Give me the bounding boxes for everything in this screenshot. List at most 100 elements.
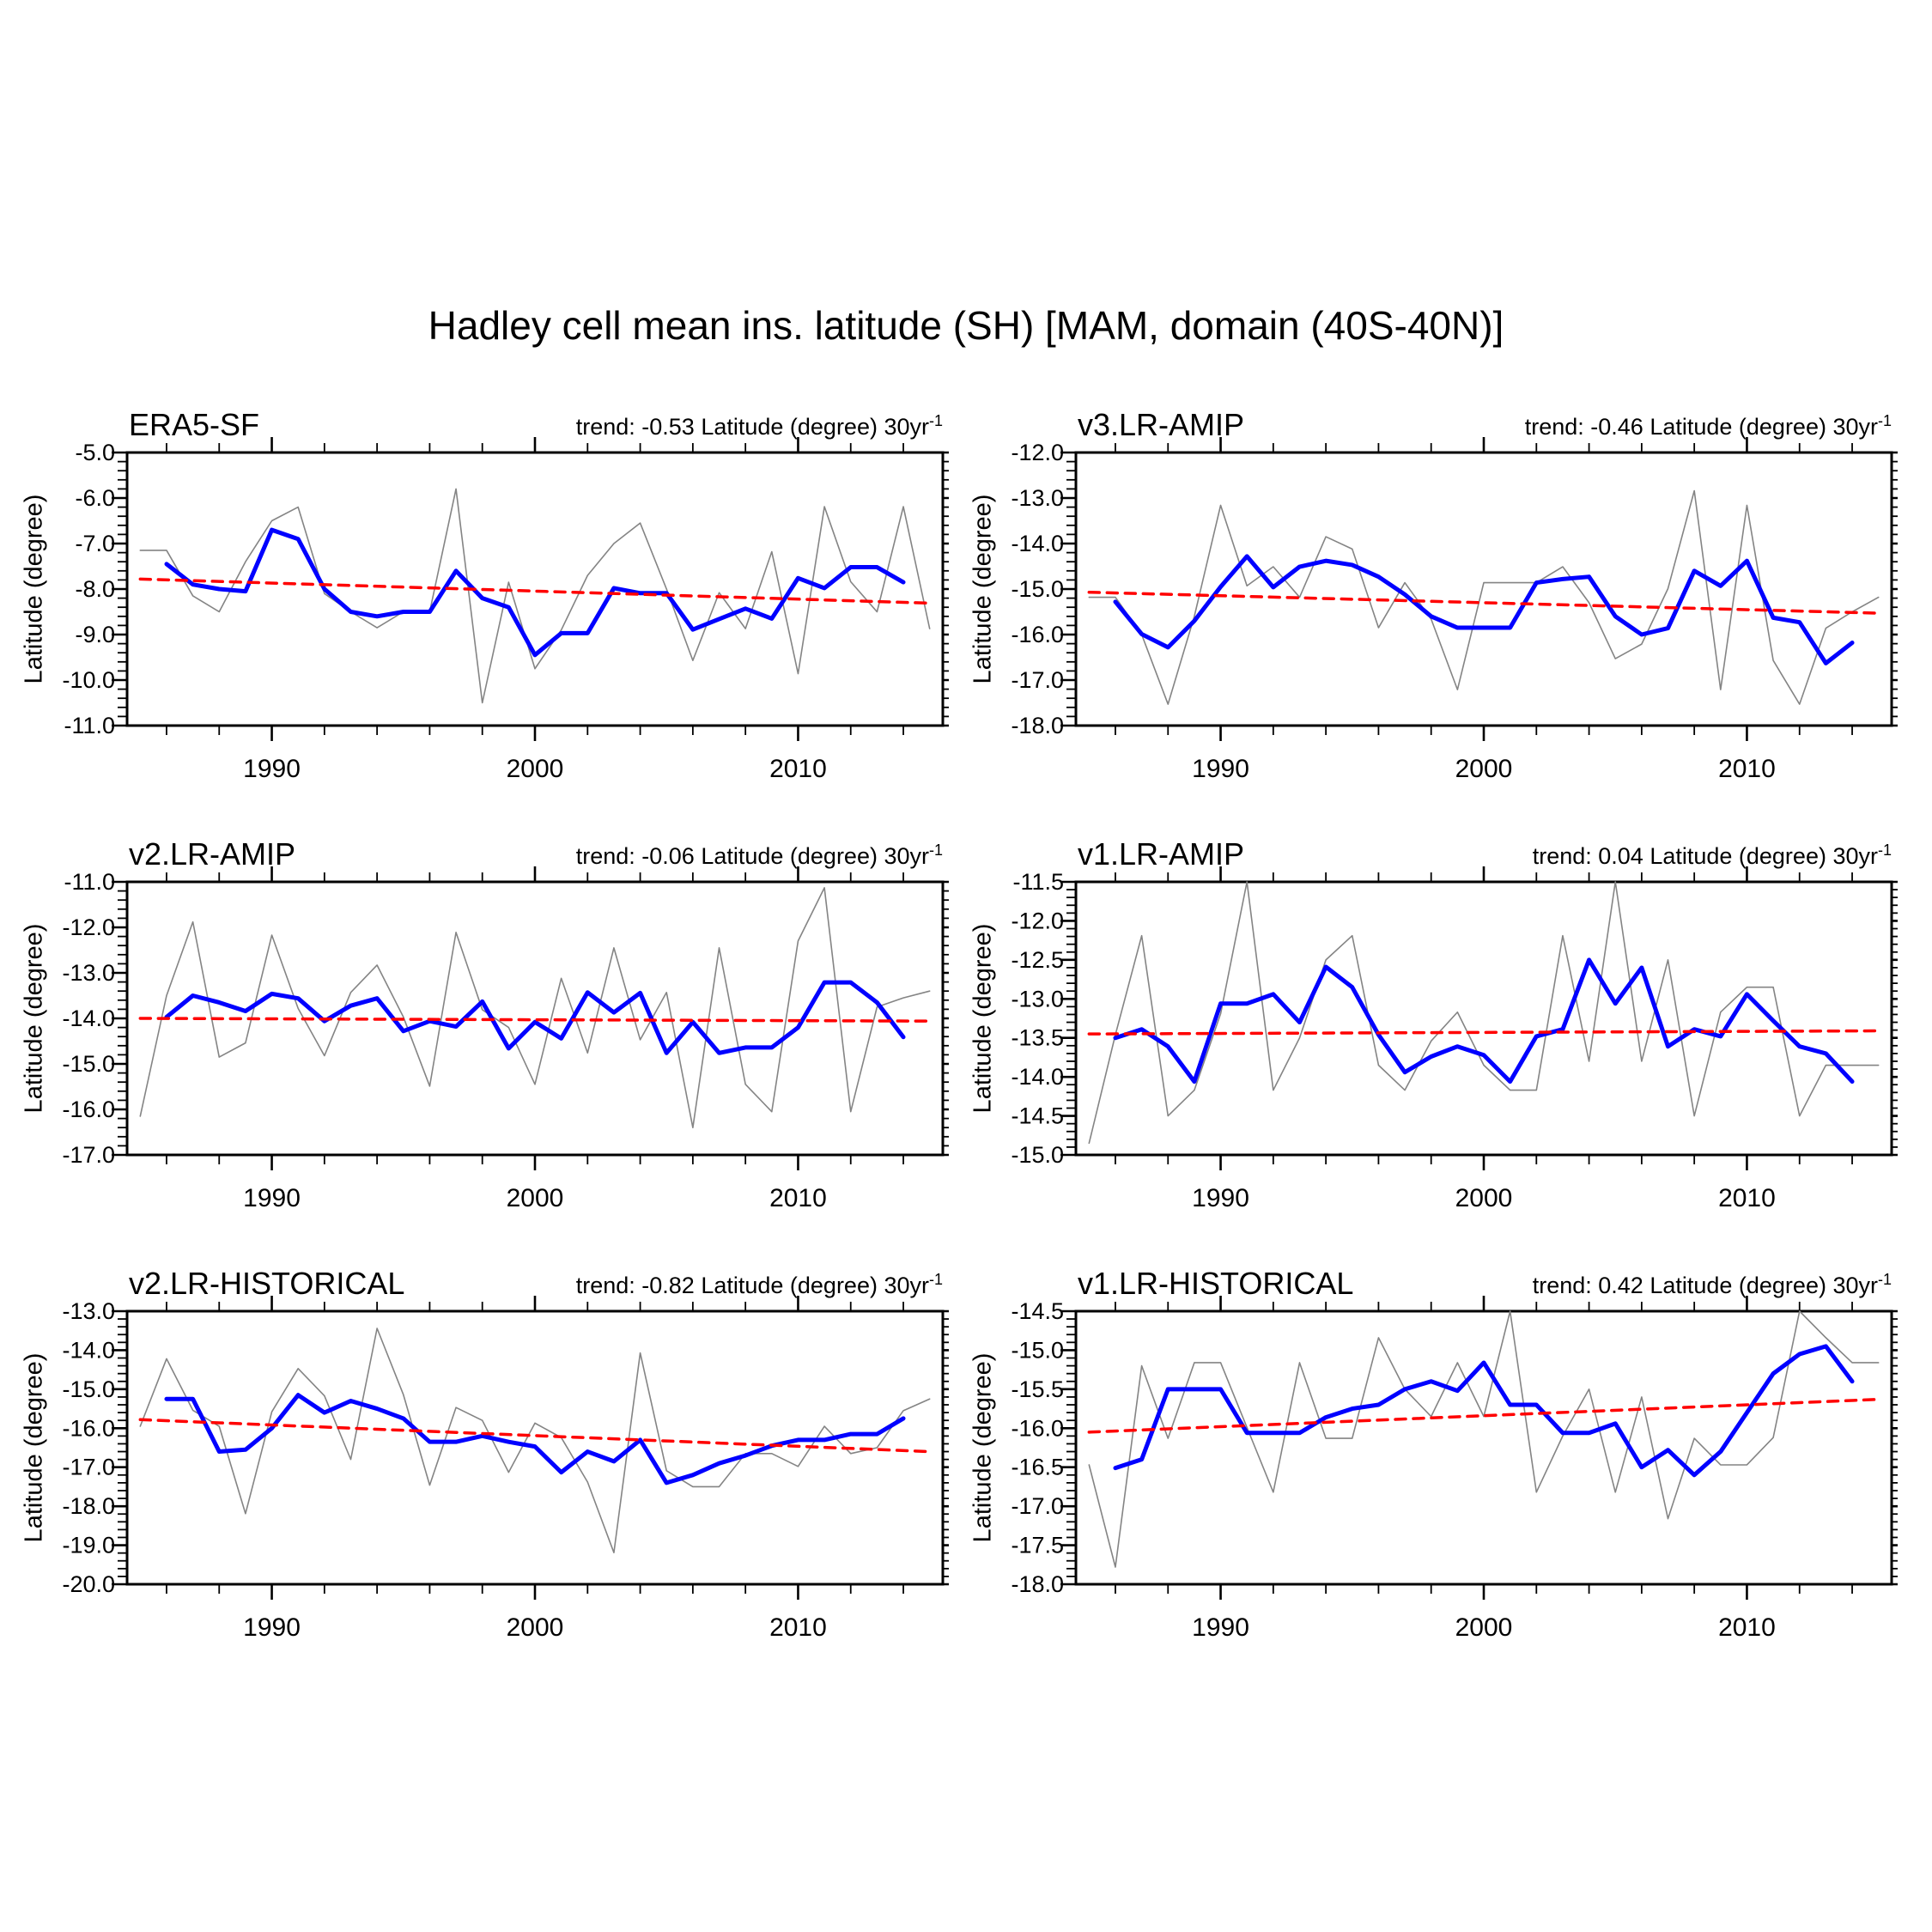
y-tick-label: -13.0 (62, 960, 115, 986)
y-tick-label: -13.0 (1011, 986, 1064, 1012)
chart-v1-lr-historical: 1990 2000 2010 -14.5 -15.0 -15.5 -16.0 -16.5 -17… (1011, 1296, 1898, 1642)
x-tick-label: 1990 (1192, 1184, 1249, 1212)
panel-era5-sf: ERA5-SF trend: -0.53 Latitude (degree) 3… (0, 369, 949, 816)
chart-era5-sf: 1990 2000 2010 -5.0 -6.0 -7.0 -8.0 -9.0 -10.0 -11… (62, 437, 949, 783)
y-tick-label: -12.0 (1011, 908, 1064, 933)
panel-v1-lr-historical: v1.LR-HISTORICAL trend: 0.42 Latitude (d… (949, 1228, 1898, 1674)
smoothed-line (1113, 957, 1855, 1084)
y-tick-label: -13.5 (1011, 1025, 1064, 1051)
y-tick-label: -12.5 (1011, 947, 1064, 973)
y-tick-label: -19.0 (62, 1533, 115, 1558)
y-tick-label: -16.0 (62, 1097, 115, 1122)
x-tick-label: 2000 (1455, 1184, 1513, 1212)
plot-border (125, 451, 945, 727)
trend-superscript: -1 (928, 841, 943, 859)
y-tick-label: -16.5 (1011, 1455, 1064, 1480)
x-tick-label: 2010 (769, 755, 827, 783)
y-tick-label: -7.0 (75, 531, 115, 556)
trend-text: trend: 0.04 Latitude (degree) 30yr (1532, 843, 1878, 869)
panel-title: ERA5-SF (129, 407, 260, 442)
y-tick-label: -14.0 (62, 1337, 115, 1363)
chart-v2-lr-amip: 1990 2000 2010 -11.0 -12.0 -13.0 -14.0 -15.0 -16… (62, 866, 949, 1212)
x-tick-label: 2010 (769, 1184, 827, 1212)
x-tick-label: 2010 (1718, 755, 1776, 783)
y-tick-label: -9.0 (75, 622, 115, 647)
smoothed-line (1113, 1344, 1855, 1478)
x-tick-label: 1990 (243, 755, 301, 783)
panel-title: v2.LR-AMIP (129, 836, 296, 872)
trend-text: trend: -0.53 Latitude (degree) 30yr (575, 414, 929, 440)
plot-border (1074, 1309, 1893, 1586)
chart-v2-lr-historical: 1990 2000 2010 -13.0 -14.0 -15.0 -16.0 -17.0 -18… (62, 1296, 949, 1642)
trend-text: trend: -0.46 Latitude (degree) 30yr (1524, 414, 1878, 440)
trend-annotation: trend: -0.06 Latitude (degree) 30yr-1 (576, 841, 943, 870)
y-tick-label: -14.0 (62, 1005, 115, 1031)
x-tick-label: 2000 (507, 755, 564, 783)
y-tick-label: -11.0 (64, 869, 115, 895)
y-tick-label: -14.5 (1011, 1298, 1064, 1324)
panel-v3-lr-amip: v3.LR-AMIP trend: -0.46 Latitude (degree… (949, 369, 1898, 816)
trend-line-line (138, 1017, 932, 1023)
trend-annotation: trend: -0.53 Latitude (degree) 30yr-1 (575, 412, 943, 440)
y-tick-label: -15.0 (1011, 576, 1064, 602)
x-tick-label: 2000 (507, 1613, 564, 1642)
x-tick-label: 1990 (243, 1184, 301, 1212)
smoothed-line (164, 527, 906, 658)
y-tick-label: -14.5 (1011, 1103, 1064, 1129)
y-tick-label: -14.0 (1011, 531, 1064, 556)
trend-annotation: trend: 0.42 Latitude (degree) 30yr-1 (1533, 1271, 1892, 1299)
panel-v1-lr-amip: v1.LR-AMIP trend: 0.04 Latitude (degree)… (949, 799, 1898, 1245)
y-tick-label: -14.0 (1011, 1064, 1064, 1090)
chart-v1-lr-amip: 1990 2000 2010 -11.5 -12.0 -12.5 -13.0 -13.5 -14… (1011, 866, 1898, 1212)
y-tick-label: -10.0 (62, 667, 115, 693)
panel-title: v2.LR-HISTORICAL (129, 1266, 405, 1301)
y-tick-label: -15.0 (62, 1376, 115, 1402)
annual-line (139, 488, 931, 704)
x-tick-label: 2010 (1718, 1613, 1776, 1642)
y-tick-label: -15.0 (62, 1051, 115, 1077)
y-tick-label: -12.0 (62, 914, 115, 940)
trend-line-line (1087, 1397, 1880, 1434)
trend-annotation: trend: 0.04 Latitude (degree) 30yr-1 (1532, 841, 1892, 870)
trend-annotation: trend: -0.82 Latitude (degree) 30yr-1 (575, 1271, 943, 1299)
panel-v2-lr-historical: v2.LR-HISTORICAL trend: -0.82 Latitude (… (0, 1228, 949, 1674)
y-tick-label: -13.0 (62, 1298, 115, 1324)
x-tick-label: 2000 (507, 1184, 564, 1212)
page-title: Hadley cell mean ins. latitude (SH) [MAM… (428, 303, 1504, 348)
annual-line (1088, 881, 1880, 1145)
x-tick-label: 1990 (1192, 755, 1249, 783)
panel-title: v1.LR-HISTORICAL (1078, 1266, 1354, 1301)
trend-superscript: -1 (1877, 1271, 1892, 1288)
y-tick-label: -18.0 (62, 1493, 115, 1519)
y-tick-label: -15.0 (1011, 1142, 1064, 1168)
y-tick-label: -11.0 (64, 713, 115, 738)
y-tick-label: -16.0 (1011, 622, 1064, 647)
y-tick-label: -17.0 (1011, 667, 1064, 693)
trend-line-line (138, 1418, 932, 1454)
y-tick-label: -17.5 (1011, 1533, 1064, 1558)
annual-line (139, 1327, 931, 1554)
trend-text: trend: -0.82 Latitude (degree) 30yr (575, 1273, 929, 1298)
x-tick-label: 2000 (1455, 1613, 1513, 1642)
y-tick-label: -6.0 (75, 485, 115, 511)
trend-superscript: -1 (928, 412, 943, 429)
y-tick-label: -12.0 (1011, 440, 1064, 465)
chart-v3-lr-amip: 1990 2000 2010 -12.0 -13.0 -14.0 -15.0 -16.0 -17… (1011, 437, 1898, 783)
trend-line-line (1087, 590, 1880, 615)
y-tick-label: -11.5 (1012, 869, 1064, 895)
annual-line (1088, 1310, 1880, 1568)
x-tick-label: 1990 (243, 1613, 301, 1642)
x-tick-label: 1990 (1192, 1613, 1249, 1642)
trend-superscript: -1 (928, 1271, 943, 1288)
y-tick-label: -15.0 (1011, 1337, 1064, 1363)
y-tick-label: -16.0 (62, 1415, 115, 1441)
trend-line-line (1087, 1029, 1880, 1036)
trend-superscript: -1 (1877, 841, 1892, 859)
panel-title: v3.LR-AMIP (1078, 407, 1245, 442)
y-tick-label: -15.5 (1011, 1376, 1064, 1402)
y-tick-label: -8.0 (75, 576, 115, 602)
panel-title: v1.LR-AMIP (1078, 836, 1245, 872)
annual-line (1088, 489, 1880, 705)
y-tick-label: -18.0 (1011, 713, 1064, 738)
